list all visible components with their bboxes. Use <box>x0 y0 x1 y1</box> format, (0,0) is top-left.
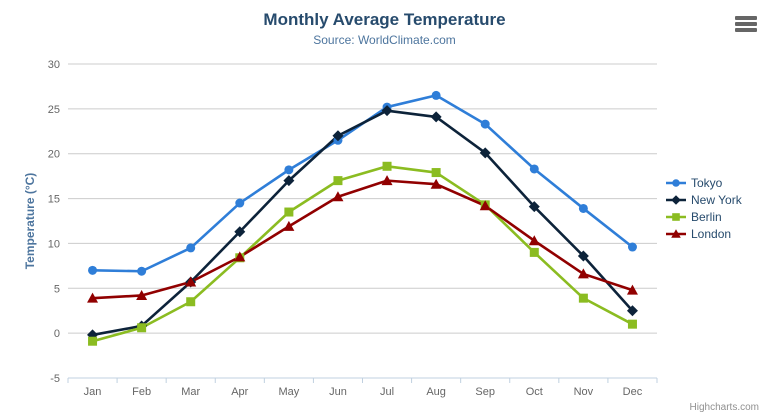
legend-item-new-york[interactable]: New York <box>666 192 742 208</box>
y-axis-label: 30 <box>48 59 60 71</box>
x-axis-label: Mar <box>181 386 200 398</box>
data-point[interactable] <box>185 276 197 287</box>
data-point[interactable] <box>235 198 245 208</box>
y-axis-label: 5 <box>54 283 60 295</box>
data-point[interactable] <box>578 203 588 213</box>
data-point[interactable] <box>88 336 98 346</box>
x-axis-label: Jan <box>84 386 102 398</box>
data-point[interactable] <box>332 130 344 142</box>
series-markers-tokyo <box>88 90 637 276</box>
data-point[interactable] <box>479 147 491 159</box>
series-line-new-york <box>91 109 634 337</box>
triangle-marker-icon <box>666 229 686 238</box>
y-axis-label: 25 <box>48 104 60 116</box>
data-point[interactable] <box>333 176 343 186</box>
export-menu-button[interactable] <box>733 14 759 34</box>
chart-subtitle: Source: WorldClimate.com <box>313 33 456 47</box>
x-axis-label: Nov <box>574 386 594 398</box>
data-point[interactable] <box>430 178 442 189</box>
data-point[interactable] <box>88 265 98 275</box>
x-axis-label: Feb <box>132 386 151 398</box>
square-marker-icon <box>666 213 686 221</box>
x-axis-label: Apr <box>231 386 248 398</box>
data-point[interactable] <box>234 226 246 238</box>
data-point[interactable] <box>671 195 681 205</box>
x-axis-label: Oct <box>526 386 543 398</box>
y-axis-label: -5 <box>50 373 60 385</box>
data-point[interactable] <box>626 305 638 317</box>
x-axis-label: Jun <box>329 386 347 398</box>
data-point[interactable] <box>234 251 246 262</box>
legend-label: Tokyo <box>691 176 723 190</box>
data-point[interactable] <box>283 220 295 231</box>
data-point[interactable] <box>480 119 490 129</box>
x-axis-label: Dec <box>623 386 643 398</box>
legend: Tokyo New York Berlin London <box>666 175 742 243</box>
data-point[interactable] <box>528 235 540 246</box>
y-axis-title: Temperature (°C) <box>23 173 37 270</box>
data-point[interactable] <box>479 200 491 211</box>
diamond-marker-icon <box>666 195 686 205</box>
legend-label: Berlin <box>691 210 722 224</box>
series-markers-london <box>87 175 638 303</box>
data-point[interactable] <box>186 297 196 307</box>
legend-label: New York <box>691 193 742 207</box>
x-axis-label: Sep <box>475 386 495 398</box>
x-axis-label: May <box>278 386 299 398</box>
data-point[interactable] <box>381 175 393 186</box>
chart-title: Monthly Average Temperature <box>263 10 506 29</box>
x-axis-label: Aug <box>426 386 446 398</box>
hamburger-menu-icon <box>735 16 757 32</box>
data-point[interactable] <box>284 165 294 175</box>
y-axis-label: 0 <box>54 328 60 340</box>
data-point[interactable] <box>186 243 196 253</box>
data-point[interactable] <box>382 161 392 171</box>
data-point[interactable] <box>430 111 442 123</box>
legend-item-berlin[interactable]: Berlin <box>666 209 742 225</box>
data-point[interactable] <box>431 168 441 178</box>
x-axis-label: Jul <box>380 386 394 398</box>
legend-label: London <box>691 227 732 241</box>
data-point[interactable] <box>332 191 344 202</box>
data-point[interactable] <box>627 319 637 329</box>
data-point[interactable] <box>137 323 147 333</box>
y-axis-label: 20 <box>48 149 60 161</box>
series-markers-new-york <box>87 105 638 341</box>
data-point[interactable] <box>672 213 680 221</box>
data-point[interactable] <box>578 293 588 303</box>
data-point[interactable] <box>626 284 638 295</box>
data-point[interactable] <box>577 268 589 279</box>
data-point[interactable] <box>528 201 540 213</box>
y-axis-label: 10 <box>48 238 60 250</box>
series-line-berlin <box>91 164 634 343</box>
data-point[interactable] <box>381 105 393 117</box>
data-point[interactable] <box>577 250 589 262</box>
data-point[interactable] <box>672 179 680 187</box>
credits-link[interactable]: Highcharts.com <box>689 402 759 413</box>
legend-item-london[interactable]: London <box>666 226 742 242</box>
series-line-london <box>91 179 634 300</box>
data-point[interactable] <box>529 164 539 174</box>
data-point[interactable] <box>671 229 681 238</box>
legend-item-tokyo[interactable]: Tokyo <box>666 175 742 191</box>
data-point[interactable] <box>431 90 441 100</box>
data-point[interactable] <box>87 292 99 303</box>
data-point[interactable] <box>529 247 539 257</box>
data-point[interactable] <box>627 242 637 252</box>
data-point[interactable] <box>284 207 294 217</box>
y-axis-label: 15 <box>48 194 60 206</box>
data-point[interactable] <box>136 289 148 300</box>
data-point[interactable] <box>137 266 147 276</box>
circle-marker-icon <box>666 179 686 187</box>
data-point[interactable] <box>283 175 295 187</box>
